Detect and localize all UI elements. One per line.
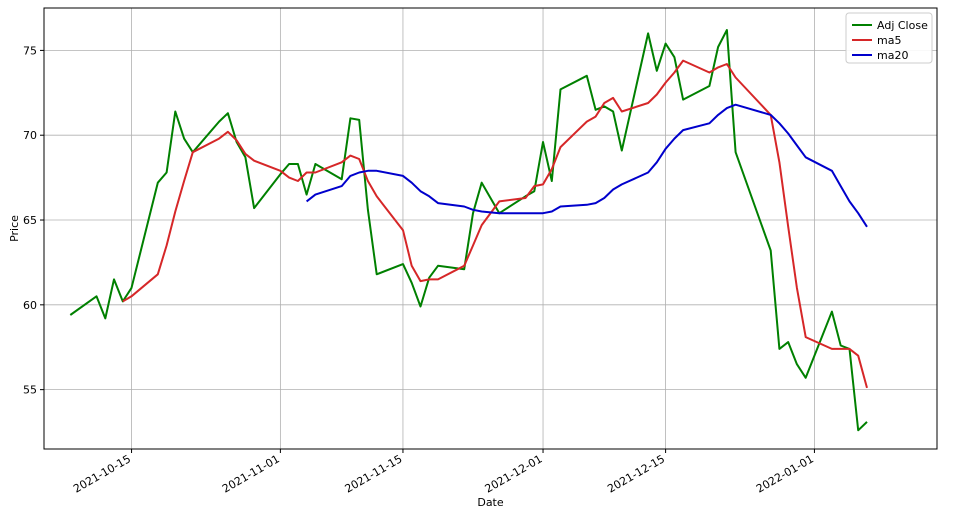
x-tick-label: 2022-01-01 xyxy=(754,452,816,495)
y-axis-label: Price xyxy=(8,215,21,242)
series-lines xyxy=(69,29,868,432)
x-tick-label: 2021-12-15 xyxy=(605,452,667,495)
y-tick-label: 65 xyxy=(23,214,37,227)
axis-ticks: 2021-10-15 2021-11-01 2021-11-15 2021-12-01… xyxy=(23,44,816,495)
x-tick-label: 2021-11-01 xyxy=(220,452,282,495)
legend-label: ma20 xyxy=(877,49,908,62)
y-tick-label: 75 xyxy=(23,44,37,57)
legend-label: ma5 xyxy=(877,34,901,47)
grid xyxy=(44,8,937,449)
x-tick-label: 2021-11-15 xyxy=(343,452,405,495)
legend-label: Adj Close xyxy=(877,19,928,32)
series-line-adj-close xyxy=(69,29,868,432)
y-tick-label: 60 xyxy=(23,299,37,312)
plot-frame xyxy=(43,7,938,450)
x-tick-label: 2021-12-01 xyxy=(483,452,545,495)
x-tick-label: 2021-10-15 xyxy=(71,452,133,495)
legend: Adj Close ma5 ma20 xyxy=(845,12,933,64)
series-line-ma20 xyxy=(305,103,868,228)
y-tick-label: 55 xyxy=(23,384,37,397)
y-tick-label: 70 xyxy=(23,129,37,142)
x-axis-label: Date xyxy=(477,496,504,509)
